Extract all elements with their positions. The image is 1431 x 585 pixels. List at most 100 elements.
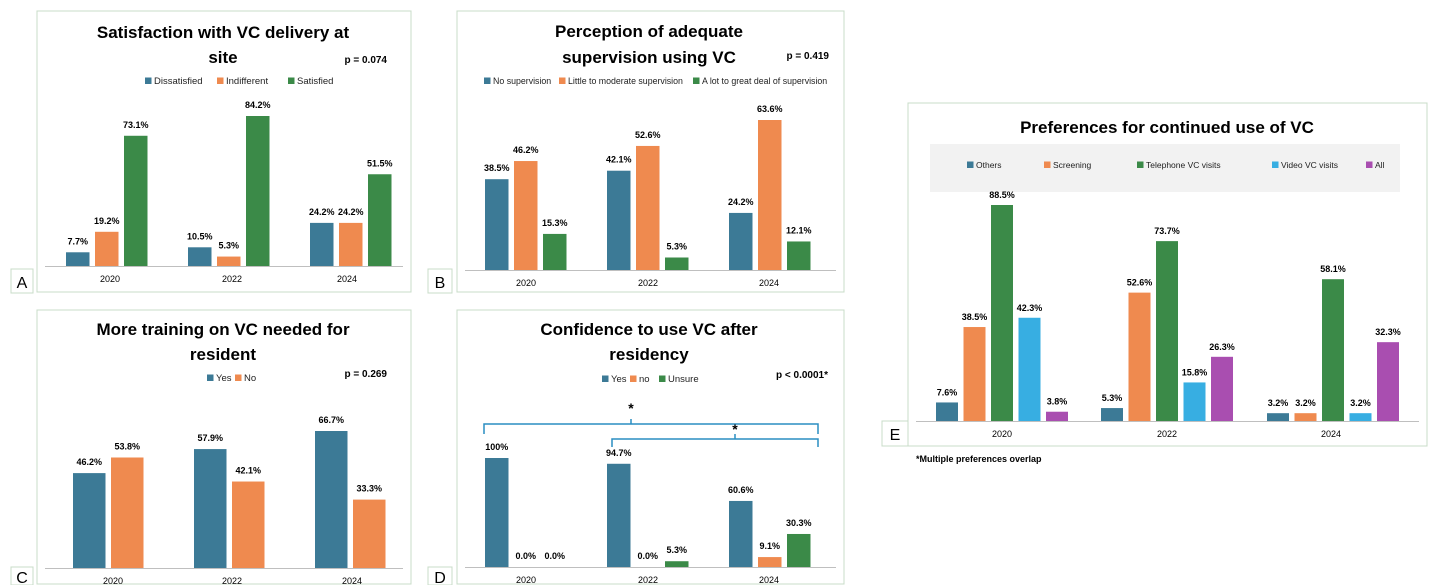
- bar: [665, 561, 689, 567]
- bar: [111, 457, 144, 568]
- bar: [194, 449, 227, 568]
- bar: [1046, 411, 1068, 421]
- significance-bracket: [611, 434, 819, 447]
- data-label: 3.8%: [1047, 397, 1068, 407]
- bar: [246, 116, 270, 266]
- data-label: 32.3%: [1375, 327, 1401, 337]
- legend-swatch: [659, 375, 666, 382]
- x-tick-label: 2024: [342, 576, 362, 585]
- data-label: 58.1%: [1320, 264, 1346, 274]
- legend-entry: Little to moderate supervision: [568, 76, 683, 86]
- data-label: 84.2%: [245, 100, 271, 110]
- data-label: 0.0%: [515, 551, 536, 561]
- data-label: 0.0%: [637, 551, 658, 561]
- data-label: 46.2%: [513, 145, 539, 155]
- bar: [66, 252, 90, 266]
- data-label: 3.2%: [1268, 398, 1289, 408]
- bar: [665, 257, 689, 270]
- panel-label: A: [17, 275, 28, 292]
- legend-swatch: [1366, 161, 1373, 168]
- legend-entry: Indifferent: [226, 76, 268, 87]
- bar: [1128, 292, 1151, 421]
- bar: [1211, 356, 1233, 421]
- x-tick-label: 2022: [1157, 429, 1177, 439]
- significance-bracket: [483, 419, 819, 434]
- panel-label: E: [890, 427, 901, 444]
- data-label: 66.7%: [318, 415, 344, 425]
- panel-tag: [427, 566, 453, 585]
- legend-swatch: [967, 161, 974, 168]
- data-label: 0.0%: [544, 551, 565, 561]
- data-label: 33.3%: [356, 484, 382, 494]
- bar: [1377, 342, 1399, 421]
- data-label: 51.5%: [367, 158, 393, 168]
- data-label: 73.1%: [123, 120, 149, 130]
- panel-e: Preferences for continued use of VC Other…: [881, 102, 1428, 447]
- legend-swatch: [288, 77, 295, 84]
- legend-entry: Telephone VC visits: [1146, 160, 1221, 170]
- data-label: 100%: [485, 442, 508, 452]
- p-value: p = 0.419: [786, 51, 829, 62]
- data-label: 42.1%: [606, 155, 632, 165]
- data-label: 10.5%: [187, 231, 213, 241]
- legend-swatch: [1272, 161, 1279, 168]
- bar: [368, 174, 392, 266]
- panel-tag: [10, 268, 34, 294]
- data-label: 63.6%: [757, 104, 783, 114]
- significance-marker: *: [732, 421, 738, 437]
- x-tick-label: 2020: [103, 576, 123, 585]
- p-value: p < 0.0001*: [776, 370, 828, 381]
- legend-swatch: [145, 77, 152, 84]
- legend-entry: no: [639, 374, 650, 385]
- legend-entry: Satisfied: [297, 76, 333, 87]
- bar: [339, 222, 363, 266]
- x-tick-label: 2022: [638, 278, 658, 288]
- legend-entry: Others: [976, 160, 1002, 170]
- data-label: 38.5%: [484, 163, 510, 173]
- panel-label: C: [16, 570, 28, 585]
- x-tick-label: 2020: [516, 575, 536, 585]
- panel-label: B: [435, 275, 446, 292]
- data-label: 73.7%: [1154, 226, 1180, 236]
- bar: [636, 145, 660, 270]
- legend-entry: Unsure: [668, 374, 699, 385]
- bar: [963, 327, 986, 421]
- data-label: 9.1%: [759, 541, 780, 551]
- bar: [729, 500, 753, 567]
- panel-tag: [881, 420, 909, 447]
- bar: [991, 205, 1013, 421]
- bar: [124, 135, 148, 266]
- data-label: 5.3%: [666, 545, 687, 555]
- bar: [936, 402, 958, 421]
- panel-tag: [10, 566, 34, 585]
- bar: [217, 256, 241, 266]
- bar: [729, 212, 753, 270]
- x-tick-label: 2022: [222, 576, 242, 585]
- significance-marker: *: [628, 400, 634, 416]
- bar: [73, 473, 106, 568]
- bar: [787, 533, 811, 567]
- data-label: 24.2%: [309, 207, 335, 217]
- panel-b: Perception of adequate supervision using …: [427, 10, 845, 294]
- data-label: 60.6%: [728, 485, 754, 495]
- bar: [758, 557, 782, 567]
- legend-swatch: [217, 77, 224, 84]
- data-label: 3.2%: [1350, 398, 1371, 408]
- x-tick-label: 2024: [759, 575, 779, 585]
- data-label: 57.9%: [197, 433, 223, 443]
- data-label: 5.3%: [666, 242, 687, 252]
- bar: [1294, 413, 1317, 421]
- data-label: 26.3%: [1209, 342, 1235, 352]
- panel-tag: [427, 268, 453, 294]
- bar: [1183, 382, 1206, 421]
- x-tick-label: 2020: [992, 429, 1012, 439]
- bar: [1156, 241, 1178, 421]
- data-label: 12.1%: [786, 225, 812, 235]
- bar: [353, 499, 386, 568]
- x-tick-label: 2020: [516, 278, 536, 288]
- legend-swatch: [602, 375, 609, 382]
- p-value: p = 0.269: [344, 369, 387, 380]
- bar: [485, 458, 509, 567]
- chart-title: supervision using VC: [562, 48, 736, 67]
